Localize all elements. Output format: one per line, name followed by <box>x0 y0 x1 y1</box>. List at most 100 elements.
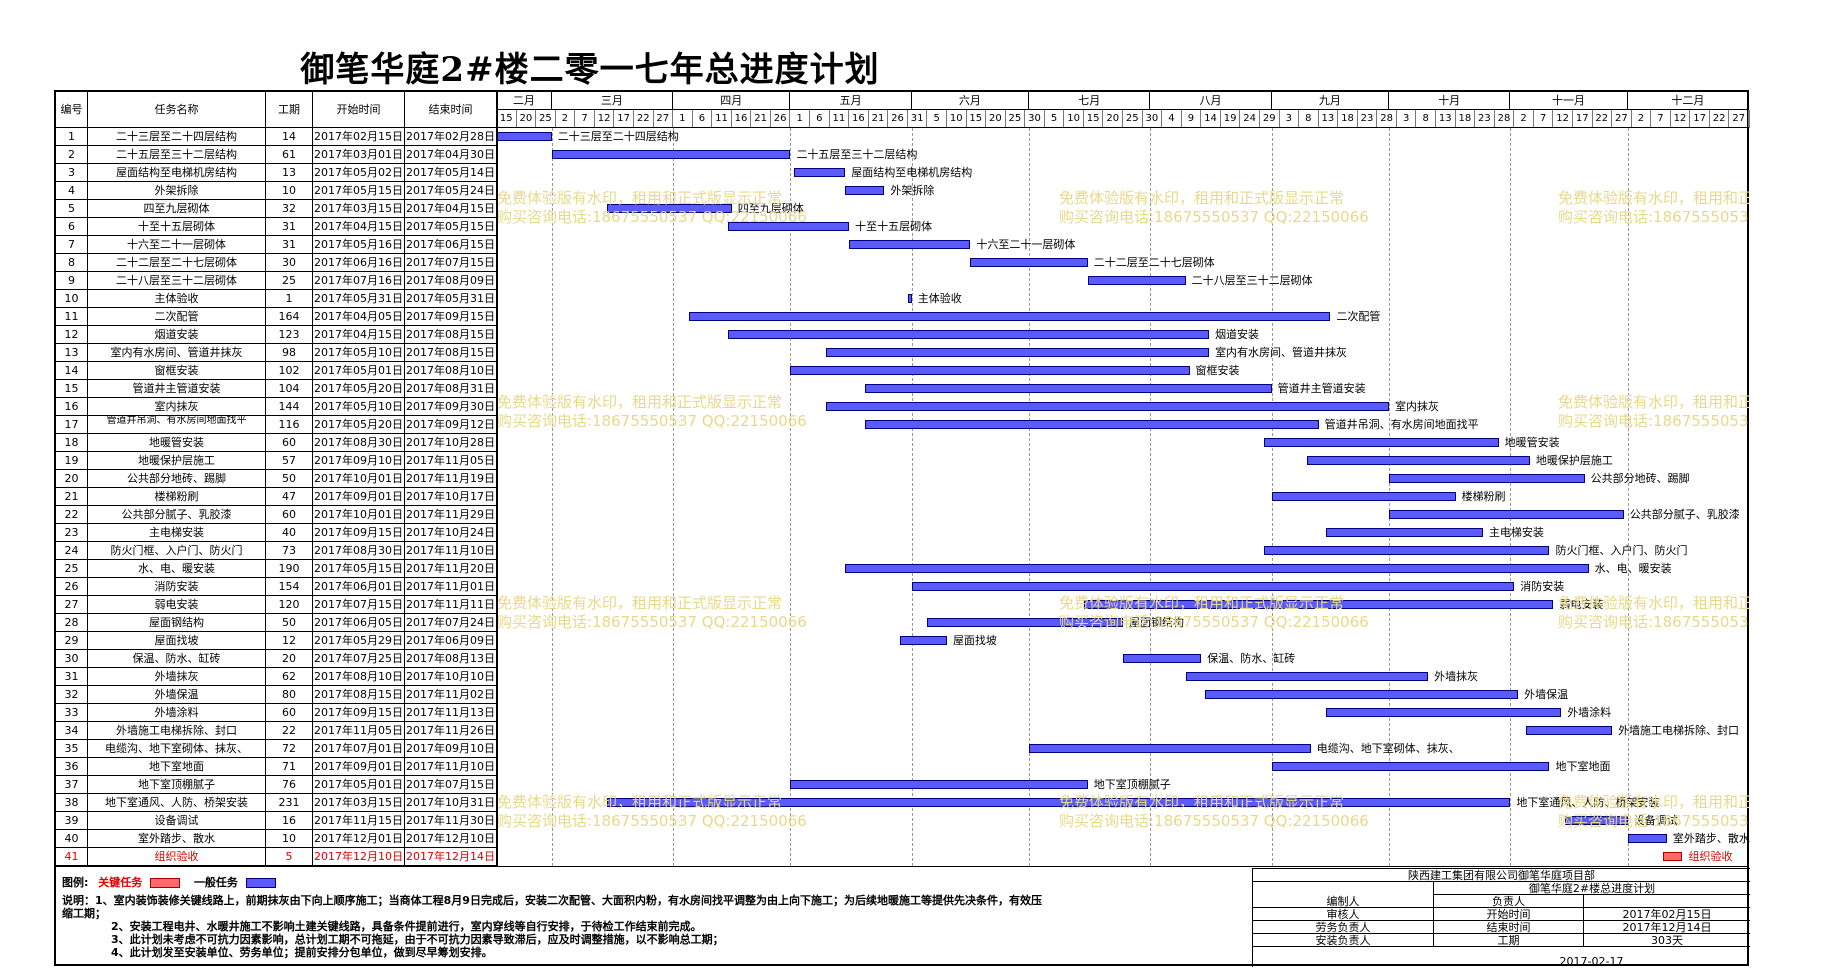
task-end-cell: 2017年10月17日 <box>405 488 497 506</box>
timeline-month: 八月 <box>1150 92 1272 110</box>
task-bar <box>1271 762 1550 771</box>
task-dur-cell: 10 <box>266 830 313 848</box>
task-dur-cell: 20 <box>266 650 313 668</box>
timeline-day: 12 <box>1671 110 1691 128</box>
task-start-cell: 2017年08月30日 <box>313 434 405 452</box>
task-bar <box>606 798 1511 807</box>
watermark-line: 购买咨询电话:18675550537 QQ:22150066 <box>1558 613 1749 631</box>
task-end-cell: 2017年09月15日 <box>405 308 497 326</box>
timeline-month: 五月 <box>790 92 912 110</box>
task-bar-label: 公共部分腻子、乳胶漆 <box>1629 508 1740 521</box>
timeline-day: 29 <box>1260 110 1280 128</box>
task-name-cell: 窗框安装 <box>88 362 266 380</box>
task-name-cell: 二十五层至三十二层结构 <box>88 146 266 164</box>
task-id-cell: 1 <box>56 128 88 146</box>
task-id-cell: 18 <box>56 434 88 452</box>
info-value: 2017年12月14日 <box>1583 921 1750 934</box>
timeline-day: 10 <box>1064 110 1084 128</box>
task-start-cell: 2017年05月10日 <box>313 344 405 362</box>
timeline-day: 21 <box>751 110 771 128</box>
task-bar-label: 主体验收 <box>917 292 962 305</box>
timeline-day: 7 <box>575 110 595 128</box>
task-dur-cell: 50 <box>266 470 313 488</box>
task-end-cell: 2017年11月01日 <box>405 578 497 596</box>
task-start-cell: 2017年09月10日 <box>313 452 405 470</box>
task-name-cell: 二次配管 <box>88 308 266 326</box>
info-label: 劳务负责人 <box>1253 921 1433 934</box>
table-bottom-line <box>56 866 1749 867</box>
task-end-cell: 2017年11月11日 <box>405 596 497 614</box>
timeline-day: 15 <box>497 110 517 128</box>
task-bar <box>970 258 1088 267</box>
task-id-cell: 40 <box>56 830 88 848</box>
task-id-cell: 29 <box>56 632 88 650</box>
watermark-line: 购买咨询电话:18675550537 QQ:22150066 <box>1558 208 1749 226</box>
task-start-cell: 2017年09月15日 <box>313 704 405 722</box>
task-start-cell: 2017年05月15日 <box>313 182 405 200</box>
month-gridline <box>1510 128 1512 866</box>
task-start-cell: 2017年05月31日 <box>313 290 405 308</box>
task-id-cell: 36 <box>56 758 88 776</box>
timeline-day: 30 <box>1143 110 1163 128</box>
timeline-day: 24 <box>1240 110 1260 128</box>
task-start-cell: 2017年08月10日 <box>313 668 405 686</box>
task-id-cell: 11 <box>56 308 88 326</box>
timeline-left-border <box>497 92 498 866</box>
task-bar <box>1326 528 1483 537</box>
task-dur-cell: 12 <box>266 632 313 650</box>
task-bar <box>790 366 1190 375</box>
task-dur-cell: 57 <box>266 452 313 470</box>
task-end-cell: 2017年11月30日 <box>405 812 497 830</box>
task-end-cell: 2017年10月10日 <box>405 668 497 686</box>
task-bar <box>1271 492 1456 501</box>
task-id-cell: 14 <box>56 362 88 380</box>
task-name-cell: 室外踏步、散水 <box>88 830 266 848</box>
note-line-4: 3、此计划未考虑不可抗力因素影响，总计划工期不可拖延，由于不可抗力因素导致滞后，… <box>111 933 724 946</box>
task-id-cell: 16 <box>56 398 88 416</box>
timeline-day: 27 <box>654 110 674 128</box>
info-label: 安装负责人 <box>1253 934 1433 947</box>
timeline-day: 7 <box>1534 110 1554 128</box>
task-bar <box>790 780 1088 789</box>
task-start-cell: 2017年12月10日 <box>313 848 405 866</box>
info-value <box>1583 895 1750 908</box>
task-bar-label: 屋面找坡 <box>952 634 997 647</box>
task-dur-cell: 76 <box>266 776 313 794</box>
task-bar-label: 电缆沟、地下室砌体、抹灰、 <box>1316 742 1460 755</box>
timeline-day: 9 <box>1182 110 1202 128</box>
task-bar <box>845 564 1589 573</box>
task-end-cell: 2017年07月15日 <box>405 254 497 272</box>
task-start-cell: 2017年07月25日 <box>313 650 405 668</box>
task-start-cell: 2017年09月15日 <box>313 524 405 542</box>
task-bar-label: 设备调试 <box>1633 814 1678 827</box>
task-bar-label: 室内有水房间、管道井抹灰 <box>1215 346 1348 359</box>
task-name-cell: 弱电安装 <box>88 596 266 614</box>
task-bar <box>825 402 1390 411</box>
task-name-cell: 地暖管安装 <box>88 434 266 452</box>
legend-normal-swatch <box>245 878 276 888</box>
info-box: 陕西建工集团有限公司御笔华庭项目部 御笔华庭2#楼总进度计划 编制人 负责人 审核人… <box>1252 868 1750 968</box>
task-bar-label: 管道井吊洞、有水房间地面找平 <box>1324 418 1479 431</box>
task-name-cell: 公共部分腻子、乳胶漆 <box>88 506 266 524</box>
task-start-cell: 2017年05月20日 <box>313 416 405 434</box>
task-end-cell: 2017年05月24日 <box>405 182 497 200</box>
critical-task-bar <box>1662 852 1683 861</box>
info-date: 2017-02-17 <box>1559 955 1624 968</box>
task-dur-cell: 25 <box>266 272 313 290</box>
task-start-cell: 2017年05月02日 <box>313 164 405 182</box>
task-bar-label: 窗框安装 <box>1195 364 1240 377</box>
task-bar-label: 屋面钢结构 <box>1129 616 1184 629</box>
timeline-day: 3 <box>1397 110 1417 128</box>
task-bar <box>1263 546 1550 555</box>
task-end-cell: 2017年08月31日 <box>405 380 497 398</box>
task-bar <box>497 132 552 141</box>
task-name-cell: 屋面钢结构 <box>88 614 266 632</box>
task-bar <box>1389 510 1624 519</box>
task-end-cell: 2017年11月10日 <box>405 542 497 560</box>
task-dur-cell: 10 <box>266 182 313 200</box>
task-start-cell: 2017年06月05日 <box>313 614 405 632</box>
timeline-day: 23 <box>1475 110 1495 128</box>
task-start-cell: 2017年11月05日 <box>313 722 405 740</box>
timeline-day: 12 <box>1553 110 1573 128</box>
task-start-cell: 2017年08月15日 <box>313 686 405 704</box>
